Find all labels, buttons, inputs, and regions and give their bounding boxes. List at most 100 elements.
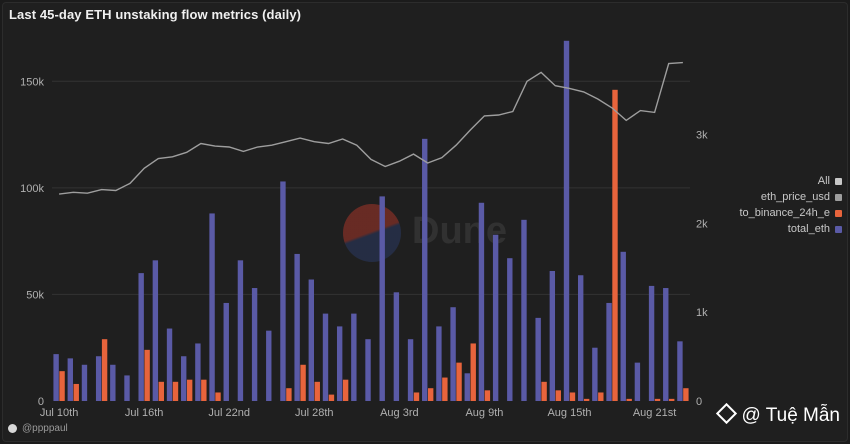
bar-total-eth <box>124 375 130 401</box>
x-tick-label: Jul 22nd <box>208 407 250 419</box>
legend-label: All <box>817 175 830 187</box>
legend-item-eth-price-usd[interactable]: eth_price_usd <box>739 189 842 205</box>
y-left-tick-label: 100k <box>20 183 44 195</box>
legend-item-total-eth[interactable]: total_eth <box>739 221 842 237</box>
legend-swatch <box>835 177 842 185</box>
bar-total-eth <box>294 253 300 401</box>
legend: All eth_price_usd to_binance_24h_e total… <box>739 173 842 237</box>
avatar <box>8 423 17 433</box>
bar-to-binance <box>612 89 618 401</box>
bar-total-eth <box>648 285 655 401</box>
bar-to-binance <box>555 390 561 401</box>
y-left-tick-label: 50k <box>26 289 44 301</box>
legend-item-to-binance[interactable]: to_binance_24h_e <box>739 205 842 221</box>
bar-to-binance <box>541 381 547 401</box>
bar-total-eth <box>606 302 612 401</box>
legend-label: eth_price_usd <box>760 191 830 203</box>
x-tick-label: Jul 10th <box>40 407 79 419</box>
bar-total-eth <box>251 288 258 401</box>
bar-total-eth <box>379 196 385 401</box>
bar-total-eth <box>336 326 343 401</box>
y-right-tick-label: 2k <box>696 218 708 230</box>
y-left-tick-label: 0 <box>38 396 44 408</box>
bar-total-eth <box>322 313 329 401</box>
bar-total-eth <box>577 275 584 401</box>
legend-label: total_eth <box>787 223 830 235</box>
bar-total-eth <box>152 260 159 401</box>
bar-total-eth <box>138 273 144 401</box>
y-right-tick-label: 3k <box>696 130 708 142</box>
author-credit[interactable]: @ppppaul <box>8 423 68 434</box>
chart-title: Last 45-day ETH unstaking flow metrics (… <box>9 7 302 22</box>
x-tick-label: Aug 21st <box>633 407 676 419</box>
bars <box>53 40 689 401</box>
bar-to-binance <box>300 364 306 401</box>
bar-total-eth <box>95 356 102 401</box>
x-tick-label: Jul 16th <box>125 407 164 419</box>
legend-item-all[interactable]: All <box>739 173 842 189</box>
bar-total-eth <box>663 288 669 401</box>
bar-to-binance <box>442 377 448 401</box>
bar-total-eth <box>393 292 400 401</box>
bar-total-eth <box>592 347 598 401</box>
credit-label: @ppppaul <box>22 423 68 434</box>
legend-swatch <box>835 225 842 233</box>
y-right-tick-label: 1k <box>696 307 708 319</box>
bar-total-eth <box>549 270 556 401</box>
bar-total-eth <box>620 251 626 401</box>
bar-to-binance <box>101 339 108 401</box>
bar-to-binance <box>456 362 462 401</box>
bar-to-binance <box>683 388 689 401</box>
bar-total-eth <box>507 258 513 401</box>
bar-total-eth <box>634 362 641 401</box>
bar-to-binance <box>215 392 221 401</box>
binance-logo-icon <box>715 403 737 425</box>
bar-total-eth <box>67 358 73 401</box>
legend-swatch <box>835 209 842 217</box>
bar-total-eth <box>563 40 570 401</box>
bar-to-binance <box>470 343 476 401</box>
bar-total-eth <box>450 307 456 401</box>
bar-total-eth <box>677 341 683 401</box>
x-tick-label: Jul 28th <box>295 407 334 419</box>
gridlines <box>52 80 690 295</box>
bar-total-eth <box>436 326 442 401</box>
bar-to-binance <box>569 392 576 401</box>
bar-total-eth <box>280 181 286 401</box>
bar-total-eth <box>478 202 485 401</box>
bar-total-eth <box>81 364 88 401</box>
bar-total-eth <box>209 213 215 401</box>
bar-to-binance <box>342 379 349 401</box>
bar-to-binance <box>314 381 320 401</box>
bar-total-eth <box>181 356 187 401</box>
bar-total-eth <box>223 302 229 401</box>
bar-total-eth <box>407 339 414 401</box>
bar-to-binance <box>669 398 675 401</box>
bar-to-binance <box>626 398 632 401</box>
bar-total-eth <box>195 343 201 401</box>
x-tick-label: Aug 9th <box>465 407 503 419</box>
watermark: @ Tuệ Mẫn <box>715 403 840 427</box>
bar-total-eth <box>308 279 315 401</box>
bar-total-eth <box>237 260 244 401</box>
legend-swatch <box>835 193 842 201</box>
bar-total-eth <box>464 373 470 401</box>
dune-text-watermark: Dune <box>412 210 507 252</box>
bar-total-eth <box>351 313 357 401</box>
bar-to-binance <box>144 349 150 401</box>
bar-total-eth <box>266 330 272 401</box>
bar-total-eth <box>535 317 541 401</box>
bar-total-eth <box>365 339 371 401</box>
y-right-tick-label: 0 <box>696 396 702 408</box>
bar-total-eth <box>110 364 116 401</box>
x-tick-label: Aug 15th <box>547 407 591 419</box>
bar-total-eth <box>53 354 59 401</box>
bar-to-binance <box>413 392 420 401</box>
price-line <box>59 61 683 195</box>
bar-to-binance <box>186 379 193 401</box>
bar-to-binance <box>427 388 434 401</box>
bar-to-binance <box>583 398 590 401</box>
bar-to-binance <box>328 394 335 401</box>
line-eth-price-usd <box>59 61 683 195</box>
